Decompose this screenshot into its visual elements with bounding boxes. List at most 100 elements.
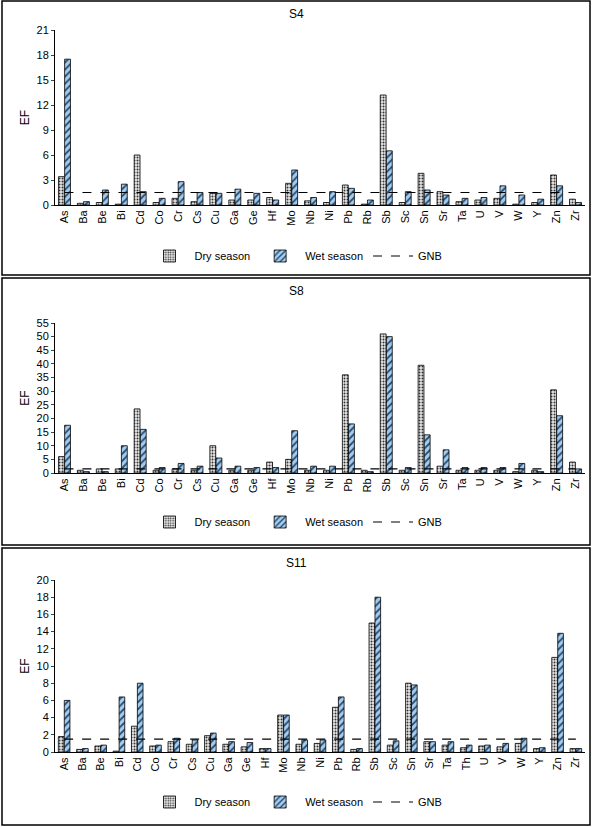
svg-text:18: 18 [37,591,49,603]
svg-text:Cr: Cr [167,757,179,769]
svg-text:EF: EF [18,658,32,673]
svg-text:Ga: Ga [228,210,240,226]
svg-text:S4: S4 [289,7,304,21]
svg-text:Sr: Sr [423,757,435,768]
svg-text:Y: Y [533,757,545,765]
svg-text:Co: Co [153,478,165,492]
svg-text:Cr: Cr [172,478,184,490]
svg-text:12: 12 [37,643,49,655]
svg-text:Ba: Ba [77,478,89,492]
svg-text:8: 8 [43,677,49,689]
svg-text:0: 0 [43,199,49,211]
svg-text:Zr: Zr [569,478,581,489]
svg-text:Cr: Cr [172,210,184,222]
svg-text:30: 30 [37,385,49,397]
svg-text:Dry season: Dry season [195,796,251,808]
svg-text:GNB: GNB [418,250,442,262]
svg-text:U: U [474,210,486,218]
svg-text:10: 10 [37,660,49,672]
svg-text:Ga: Ga [222,757,234,773]
svg-text:14: 14 [37,625,49,637]
svg-text:Co: Co [153,210,165,224]
svg-text:20: 20 [37,412,49,424]
svg-text:Y: Y [531,210,543,218]
svg-text:9: 9 [43,124,49,136]
svg-text:V: V [493,210,505,218]
svg-text:Ta: Ta [456,478,468,491]
svg-text:GNB: GNB [418,796,442,808]
svg-text:V: V [493,478,505,486]
svg-text:Zn: Zn [550,210,562,223]
svg-text:Sb: Sb [380,210,392,223]
svg-text:GNB: GNB [418,516,442,528]
svg-text:Cu: Cu [204,757,216,771]
svg-text:6: 6 [43,694,49,706]
svg-text:Co: Co [149,757,161,771]
svg-text:Ge: Ge [240,757,252,772]
svg-text:Cd: Cd [134,478,146,492]
svg-text:Nb: Nb [304,210,316,224]
svg-text:21: 21 [37,24,49,36]
svg-text:2: 2 [43,729,49,741]
svg-text:S8: S8 [289,284,304,298]
svg-text:As: As [58,757,70,770]
svg-text:Ba: Ba [77,210,89,224]
svg-text:W: W [512,210,524,221]
svg-text:Bi: Bi [115,210,127,220]
svg-text:20: 20 [37,574,49,586]
svg-text:Pb: Pb [342,210,354,223]
svg-text:3: 3 [43,174,49,186]
svg-text:5: 5 [43,453,49,465]
svg-text:Sn: Sn [405,757,417,770]
svg-text:V: V [496,757,508,765]
svg-text:10: 10 [37,440,49,452]
svg-text:4: 4 [43,711,49,723]
svg-text:Sn: Sn [418,210,430,223]
svg-text:55: 55 [37,317,49,329]
svg-text:Nb: Nb [304,478,316,492]
svg-text:Pb: Pb [342,478,354,491]
svg-text:Cs: Cs [191,478,203,492]
svg-text:Cs: Cs [191,210,203,224]
svg-text:Ni: Ni [314,757,326,767]
svg-text:16: 16 [37,608,49,620]
svg-text:EF: EF [18,390,32,405]
svg-text:Sb: Sb [380,478,392,491]
svg-text:Zr: Zr [569,210,581,221]
svg-text:Hf: Hf [266,209,278,221]
svg-text:W: W [512,478,524,489]
svg-text:Ge: Ge [247,210,259,225]
svg-text:Sc: Sc [387,757,399,770]
svg-text:Cs: Cs [186,757,198,771]
svg-text:Wet season: Wet season [305,796,363,808]
svg-text:0: 0 [43,746,49,758]
svg-text:Ni: Ni [323,210,335,220]
svg-text:Ga: Ga [228,478,240,494]
svg-text:Mo: Mo [285,478,297,493]
svg-text:As: As [58,210,70,223]
svg-text:Ge: Ge [247,478,259,493]
svg-text:Hf: Hf [266,477,278,489]
svg-text:25: 25 [37,399,49,411]
svg-text:Wet season: Wet season [305,516,363,528]
svg-text:Cu: Cu [209,210,221,224]
svg-text:Bi: Bi [113,757,125,767]
svg-text:Y: Y [531,478,543,486]
svg-text:EF: EF [18,110,32,125]
svg-text:Be: Be [96,478,108,491]
svg-text:6: 6 [43,149,49,161]
svg-text:Be: Be [96,210,108,223]
svg-text:15: 15 [37,426,49,438]
svg-text:Zn: Zn [550,478,562,491]
svg-text:As: As [58,478,70,491]
svg-text:50: 50 [37,330,49,342]
svg-text:W: W [515,757,527,768]
svg-text:Be: Be [94,757,106,770]
svg-text:Sr: Sr [437,478,449,489]
svg-text:Sn: Sn [418,478,430,491]
svg-text:Bi: Bi [115,478,127,488]
svg-text:12: 12 [37,99,49,111]
svg-text:Mo: Mo [277,757,289,772]
svg-text:Ni: Ni [323,478,335,488]
svg-text:15: 15 [37,74,49,86]
